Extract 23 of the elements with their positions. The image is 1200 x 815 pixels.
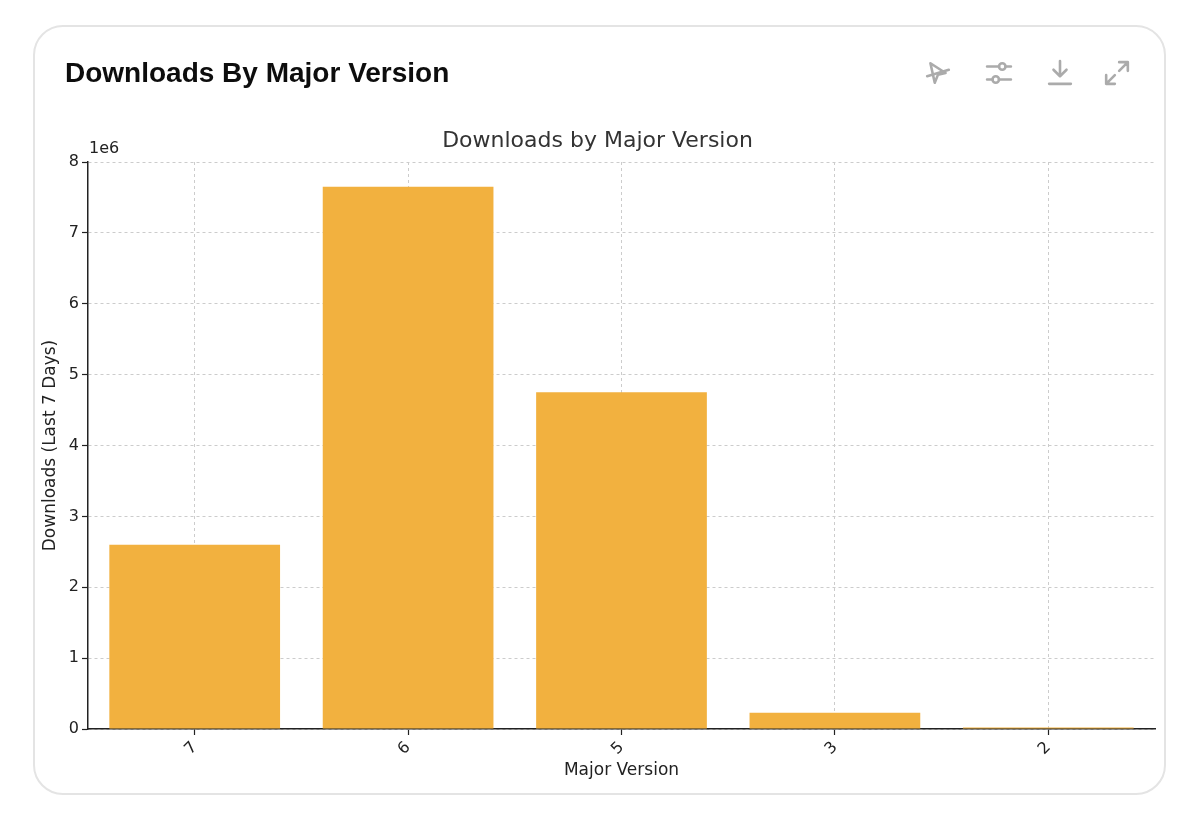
y-tick-label: 4 bbox=[68, 434, 79, 454]
bar bbox=[109, 544, 281, 729]
y-tick-label: 7 bbox=[68, 222, 79, 242]
bar bbox=[749, 712, 921, 729]
y-tick-label: 1 bbox=[68, 647, 79, 667]
x-tick-label: 2 bbox=[1033, 737, 1055, 758]
x-tick-label: 6 bbox=[393, 737, 414, 758]
x-tick-label: 3 bbox=[820, 737, 841, 758]
y-tick-label: 6 bbox=[68, 292, 79, 312]
y-axis-title: Downloads (Last 7 Days) bbox=[38, 339, 59, 552]
chart-title: Downloads By Major Version bbox=[65, 56, 450, 90]
bar bbox=[536, 392, 707, 729]
y-tick-label: 0 bbox=[68, 718, 79, 738]
y-tick-label: 8 bbox=[68, 151, 79, 171]
bar bbox=[322, 186, 494, 729]
y-tick-label: 2 bbox=[68, 576, 79, 596]
x-tick-label: 7 bbox=[179, 737, 201, 758]
y-tick-label: 5 bbox=[68, 363, 79, 383]
y-tick-label: 3 bbox=[68, 505, 79, 525]
chart-subtitle: Downloads by Major Version bbox=[442, 126, 753, 152]
text: 1e6 bbox=[89, 138, 120, 158]
x-tick-label: 5 bbox=[606, 737, 628, 758]
x-axis-title: Major Version bbox=[563, 759, 680, 780]
